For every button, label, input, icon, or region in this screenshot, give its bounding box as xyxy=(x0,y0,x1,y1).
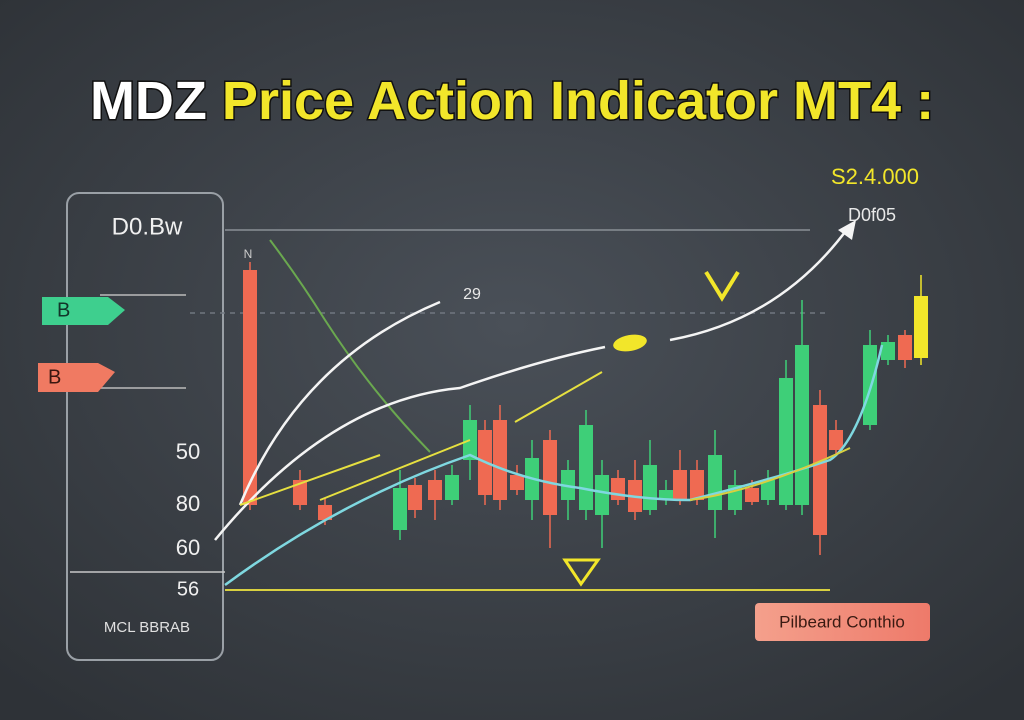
candle-body xyxy=(393,488,407,530)
panel-title: D0.Bw xyxy=(112,213,183,240)
candle-body xyxy=(428,480,442,500)
candle-body xyxy=(493,420,507,500)
candle-body xyxy=(293,480,307,505)
tag-label: B xyxy=(48,366,61,388)
trend-curve xyxy=(269,239,431,453)
level-label: 56 xyxy=(177,578,199,600)
trough-marker xyxy=(562,558,601,587)
tag-label: B xyxy=(57,299,70,321)
candle-body xyxy=(659,490,673,500)
trend-line xyxy=(239,454,381,506)
candles xyxy=(243,262,928,555)
action-button[interactable] xyxy=(755,603,930,641)
candle-body xyxy=(243,270,257,505)
title-lead: MDZ xyxy=(90,71,207,131)
candle-body xyxy=(579,425,593,510)
candle-body xyxy=(745,488,759,502)
tag xyxy=(38,363,115,392)
candle-body xyxy=(690,470,704,500)
annotation: N xyxy=(244,247,253,261)
candle-body xyxy=(863,345,877,425)
title-main: Price Action Indicator MT4 xyxy=(222,71,901,131)
arrow-curve xyxy=(669,227,850,342)
panel-footer: MCL BBRAB xyxy=(104,619,190,636)
annotation: 29 xyxy=(463,286,481,303)
candle-body xyxy=(779,378,793,505)
title-tail: : xyxy=(916,71,934,131)
candle-body xyxy=(708,455,722,510)
candle-body xyxy=(510,475,524,490)
candle-body xyxy=(408,485,422,510)
candle-body xyxy=(543,440,557,515)
title: MDZ Price Action Indicator MT4 : xyxy=(90,71,934,131)
candle-body xyxy=(445,475,459,500)
button-label[interactable]: Pilbeard Conthio xyxy=(779,612,905,631)
highlight xyxy=(613,334,647,352)
moving-average xyxy=(224,344,884,587)
candle-body xyxy=(795,345,809,505)
side-panel xyxy=(66,192,224,661)
candle-body xyxy=(914,296,928,358)
candle-body xyxy=(761,480,775,500)
arrow-head xyxy=(838,220,856,240)
level-label: 80 xyxy=(176,491,200,516)
candle-body xyxy=(881,342,895,360)
trend-curve xyxy=(214,345,606,541)
candle-body xyxy=(611,478,625,500)
candle-body xyxy=(643,465,657,510)
candle-body xyxy=(898,335,912,360)
price-label: S2.4.000 xyxy=(831,164,919,189)
candle-body xyxy=(813,405,827,535)
trend-curve xyxy=(238,300,441,506)
trend-line xyxy=(319,371,603,501)
price-sub-label: D0f05 xyxy=(848,205,896,225)
level-label: 50 xyxy=(176,439,200,464)
candle-body xyxy=(829,430,843,450)
moving-average xyxy=(689,447,851,501)
tag xyxy=(42,297,125,325)
peak-marker xyxy=(704,270,740,302)
candle-body xyxy=(318,505,332,520)
level-label: 60 xyxy=(176,535,200,560)
candle-body xyxy=(673,470,687,500)
candle-body xyxy=(595,475,609,515)
